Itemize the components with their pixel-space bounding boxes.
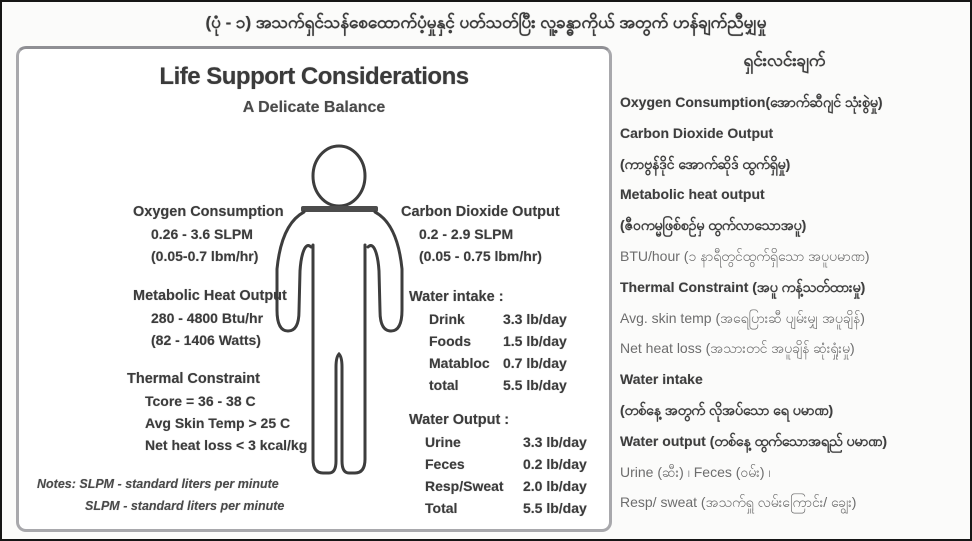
water-output-row: Feces 0.2 lb/day bbox=[409, 453, 587, 475]
diagram-title: Life Support Considerations bbox=[159, 63, 469, 90]
co2-output-value: 0.2 - 2.9 SLPM bbox=[419, 226, 514, 242]
oxygen-consumption-value-alt: (0.05-0.7 lbm/hr) bbox=[151, 248, 259, 264]
water-output-row: Total 5.5 lb/day bbox=[409, 497, 587, 519]
row-label: Foods bbox=[429, 333, 471, 349]
metabolic-heat-heading: Metabolic Heat Output bbox=[133, 288, 287, 304]
legend-line-btu: BTU/hour (၁ နာရီတွင်ထွက်ရှိသော အပူပမာဏ) bbox=[620, 247, 870, 264]
water-intake-row: Matabloc 0.7 lb/day bbox=[409, 352, 567, 374]
legend-line-urine-feces: Urine (ဆီး) ၊ Feces (ဝမ်း) ၊ bbox=[620, 463, 771, 480]
legend-line-co2: Carbon Dioxide Output bbox=[620, 124, 774, 141]
legend-line-resp-sweat: Resp/ sweat (အသက်ရှူ လမ်းကြောင်း/ ချွေး) bbox=[620, 494, 857, 511]
notes-line-2: SLPM - standard liters per minute bbox=[85, 499, 285, 513]
water-output-heading: Water Output : bbox=[409, 412, 510, 428]
water-output-block: Water Output : Urine 3.3 lb/day Feces 0.… bbox=[409, 409, 587, 519]
row-value: 3.3 lb/day bbox=[503, 311, 567, 327]
thermal-skin-temp: Avg Skin Temp > 25 C bbox=[145, 415, 291, 431]
legend-line-oxygen: Oxygen Consumption(အောက်ဆီဂျင် သုံးစွဲမှ… bbox=[620, 94, 883, 110]
row-label: Resp/Sweat bbox=[425, 478, 504, 494]
metabolic-heat-value: 280 - 4800 Btu/hr bbox=[151, 310, 264, 326]
legend-line-heat-loss: Net heat loss (အသားတင် အပူချိန် ဆုံးရှုံ… bbox=[620, 340, 855, 357]
row-value: 5.5 lb/day bbox=[523, 500, 587, 516]
water-intake-row: Foods 1.5 lb/day bbox=[409, 330, 567, 352]
legend-line-metabolic-burmese: (ဇီဝကမ္မဖြစ်စဉ်မှ ထွက်လာသောအပူ) bbox=[620, 217, 807, 234]
row-label: Drink bbox=[429, 311, 465, 327]
shoulder-bar bbox=[301, 206, 378, 212]
row-label: Total bbox=[425, 500, 458, 516]
oxygen-consumption-value: 0.26 - 3.6 SLPM bbox=[151, 226, 253, 242]
row-label: Matabloc bbox=[429, 355, 490, 371]
water-intake-block: Water intake : Drink 3.3 lb/day Foods 1.… bbox=[409, 286, 567, 396]
legend-heading: ရှင်းလင်းချက် bbox=[743, 51, 826, 70]
human-figure-illustration bbox=[275, 144, 404, 475]
row-value: 3.3 lb/day bbox=[523, 434, 587, 450]
legend-line-water-output: Water output (တစ်နေ့ ထွက်သောအရည် ပမာဏ) bbox=[620, 432, 887, 449]
water-intake-row: total 5.5 lb/day bbox=[409, 374, 567, 396]
legend-line-thermal: Thermal Constraint (အပူ ကန့်သတ်ထားမှု) bbox=[620, 278, 866, 295]
row-value: 0.7 lb/day bbox=[503, 355, 567, 371]
row-label: total bbox=[429, 377, 459, 393]
legend-line-co2-burmese: (ကာဗွန်ဒိုင် အောက်ဆိုဒ် ထွက်ရှိမှု) bbox=[620, 155, 791, 172]
row-value: 5.5 lb/day bbox=[503, 377, 567, 393]
co2-output-heading: Carbon Dioxide Output bbox=[401, 204, 560, 220]
oxygen-consumption-block: Oxygen Consumption 0.26 - 3.6 SLPM (0.05… bbox=[133, 201, 284, 267]
row-label: Urine bbox=[425, 434, 461, 450]
co2-output-value-alt: (0.05 - 0.75 lbm/hr) bbox=[419, 248, 542, 264]
row-value: 1.5 lb/day bbox=[503, 333, 567, 349]
oxygen-consumption-heading: Oxygen Consumption bbox=[133, 204, 284, 220]
water-output-row: Resp/Sweat 2.0 lb/day bbox=[409, 475, 587, 497]
diagram-panel: Life Support Considerations A Delicate B… bbox=[16, 46, 612, 532]
metabolic-heat-block: Metabolic Heat Output 280 - 4800 Btu/hr … bbox=[133, 285, 287, 351]
thermal-core-temp: Tcore = 36 - 38 C bbox=[145, 393, 256, 409]
row-label: Feces bbox=[425, 456, 465, 472]
legend-line-metabolic: Metabolic heat output bbox=[620, 186, 765, 203]
water-intake-heading: Water intake : bbox=[409, 289, 504, 305]
water-intake-row: Drink 3.3 lb/day bbox=[409, 308, 567, 330]
legend-line-water-intake-burmese: (တစ်နေ့ အတွက် လိုအပ်သော ရေ ပမာဏ) bbox=[620, 401, 834, 418]
thermal-constraint-heading: Thermal Constraint bbox=[127, 371, 260, 387]
row-value: 2.0 lb/day bbox=[523, 478, 587, 494]
diagram-subtitle: A Delicate Balance bbox=[242, 99, 386, 116]
thermal-heat-loss: Net heat loss < 3 kcal/kg bbox=[145, 437, 308, 453]
notes-line-1: Notes: SLPM - standard liters per minute bbox=[37, 477, 279, 491]
thermal-constraint-block: Thermal Constraint Tcore = 36 - 38 C Avg… bbox=[127, 368, 307, 456]
legend-panel: ရှင်းလင်းချက် Oxygen Consumption(အောက်ဆီ… bbox=[620, 50, 970, 518]
figure-caption: (ပုံ - ၁) အသက်ရှင်သန်စေထောက်ပံ့မှုနှင့် … bbox=[205, 13, 767, 32]
legend-line-water-intake: Water intake bbox=[620, 371, 703, 388]
legend-line-skin-temp: Avg. skin temp (အရေပြားဆီ ပျမ်းမျှ အပူချ… bbox=[620, 309, 865, 326]
water-output-row: Urine 3.3 lb/day bbox=[409, 431, 587, 453]
row-value: 0.2 lb/day bbox=[523, 456, 587, 472]
notes-block: Notes: SLPM - standard liters per minute… bbox=[37, 473, 284, 517]
metabolic-heat-value-alt: (82 - 1406 Watts) bbox=[151, 332, 261, 348]
co2-output-block: Carbon Dioxide Output 0.2 - 2.9 SLPM (0.… bbox=[401, 201, 560, 267]
